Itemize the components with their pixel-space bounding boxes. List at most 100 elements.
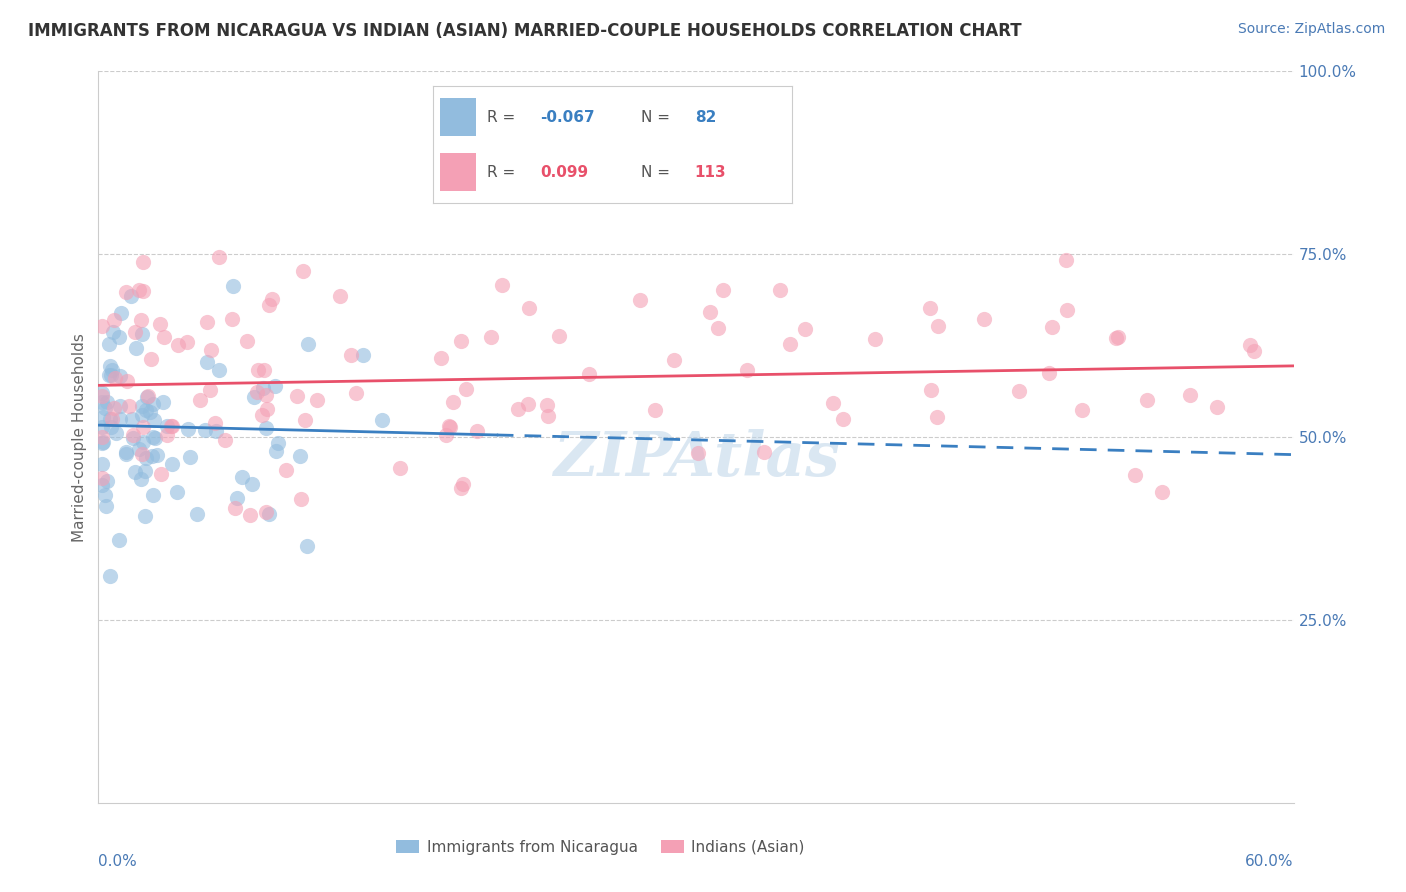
Point bbox=[114, 447, 136, 461]
Point bbox=[142, 397, 165, 411]
Point bbox=[132, 255, 155, 269]
Point bbox=[136, 391, 159, 405]
Point bbox=[547, 328, 569, 343]
Point bbox=[98, 359, 121, 374]
Point bbox=[100, 420, 122, 434]
Point bbox=[121, 412, 143, 426]
Point bbox=[920, 301, 942, 315]
Point bbox=[491, 278, 513, 293]
Point bbox=[207, 363, 229, 377]
Point bbox=[927, 318, 949, 333]
Point bbox=[769, 283, 792, 297]
Point bbox=[91, 430, 114, 444]
Point bbox=[1056, 302, 1078, 317]
Point bbox=[149, 318, 172, 332]
Point bbox=[160, 418, 183, 433]
Point bbox=[628, 293, 651, 307]
Point bbox=[254, 505, 277, 519]
Point bbox=[517, 397, 540, 411]
Point bbox=[143, 432, 166, 446]
Point bbox=[240, 477, 263, 491]
Point bbox=[91, 420, 114, 434]
Point bbox=[105, 425, 128, 440]
Point bbox=[297, 337, 319, 351]
Point bbox=[142, 430, 165, 444]
Point bbox=[537, 409, 560, 423]
Point bbox=[96, 395, 118, 409]
Point bbox=[254, 388, 277, 402]
Point bbox=[340, 348, 363, 362]
Point bbox=[176, 422, 198, 436]
Point bbox=[450, 481, 472, 495]
Point bbox=[135, 403, 157, 417]
Point bbox=[221, 312, 243, 326]
Point bbox=[1239, 338, 1261, 352]
Point bbox=[142, 488, 165, 502]
Point bbox=[752, 445, 775, 459]
Point bbox=[131, 399, 153, 413]
Point bbox=[536, 398, 558, 412]
Point bbox=[98, 412, 121, 426]
Point bbox=[1042, 320, 1064, 334]
Point bbox=[96, 499, 118, 513]
Point bbox=[108, 400, 131, 414]
Point bbox=[823, 396, 845, 410]
Point bbox=[134, 464, 156, 478]
Point bbox=[1038, 366, 1060, 380]
Point bbox=[307, 393, 329, 408]
Point bbox=[122, 428, 145, 442]
Point bbox=[118, 399, 141, 413]
Point bbox=[131, 327, 153, 342]
Point bbox=[231, 470, 253, 484]
Point bbox=[1123, 467, 1146, 482]
Point bbox=[115, 445, 138, 459]
Point bbox=[115, 374, 138, 388]
Point bbox=[101, 325, 124, 339]
Point bbox=[1206, 400, 1229, 414]
Point bbox=[139, 405, 162, 419]
Point bbox=[122, 431, 145, 445]
Point bbox=[517, 301, 540, 316]
Point bbox=[686, 446, 709, 460]
Point bbox=[246, 385, 269, 400]
Point bbox=[370, 413, 392, 427]
Point bbox=[450, 334, 472, 349]
Point bbox=[131, 408, 153, 422]
Point bbox=[100, 569, 122, 583]
Point bbox=[508, 401, 530, 416]
Point bbox=[139, 351, 162, 366]
Point bbox=[143, 413, 166, 427]
Point bbox=[329, 289, 352, 303]
Point bbox=[236, 334, 259, 348]
Point bbox=[465, 424, 488, 438]
Point bbox=[152, 395, 174, 409]
Point bbox=[711, 283, 734, 297]
Point bbox=[129, 472, 152, 486]
Point bbox=[103, 313, 125, 327]
Point bbox=[131, 313, 153, 327]
Point bbox=[256, 402, 278, 417]
Point bbox=[97, 336, 120, 351]
Point bbox=[224, 500, 246, 515]
Point bbox=[1054, 253, 1077, 268]
Point bbox=[1070, 403, 1092, 417]
Point bbox=[267, 436, 290, 450]
Point bbox=[439, 419, 461, 434]
Point bbox=[141, 450, 163, 464]
Point bbox=[131, 447, 153, 461]
Point bbox=[927, 409, 949, 424]
Point bbox=[250, 409, 273, 423]
Point bbox=[247, 363, 270, 377]
Point bbox=[110, 306, 132, 320]
Point bbox=[96, 474, 118, 488]
Point bbox=[290, 492, 312, 507]
Point bbox=[108, 330, 131, 344]
Point bbox=[135, 451, 157, 466]
Point bbox=[439, 420, 461, 434]
Point bbox=[214, 433, 236, 447]
Point bbox=[973, 312, 995, 326]
Point bbox=[207, 250, 229, 264]
Point bbox=[254, 421, 277, 435]
Point bbox=[100, 362, 122, 376]
Point bbox=[699, 305, 721, 319]
